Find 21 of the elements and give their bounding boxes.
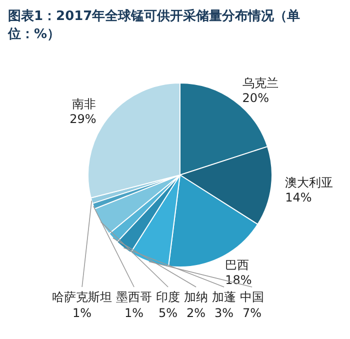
data-label: 29% — [70, 112, 96, 126]
data-label: 20% — [242, 91, 269, 106]
data-label: 18% — [225, 272, 252, 287]
slice-label: 墨西哥 — [116, 290, 152, 304]
slice-label: 澳大利亚 — [285, 175, 334, 190]
slice-label: 南非 — [72, 97, 96, 112]
slice-label: 印度 — [156, 290, 180, 304]
slice-label: 巴西 — [225, 258, 250, 272]
slice-label: 哈萨克斯坦 — [52, 290, 112, 304]
data-label: 1% — [72, 306, 92, 320]
data-label: 1% — [124, 306, 144, 320]
data-label: 7% — [242, 306, 262, 320]
slice-label: 中国 — [240, 290, 264, 304]
chart-title: 图表1：2017年全球锰可供开采储量分布情况（单位：%） — [7, 8, 300, 42]
slice-label: 加纳 — [184, 290, 208, 304]
slice-label: 乌克兰 — [242, 76, 278, 90]
data-label: 5% — [158, 306, 178, 320]
data-label: 14% — [285, 190, 312, 204]
data-label: 3% — [214, 306, 234, 320]
slice-label: 加蓬 — [212, 290, 236, 304]
data-label: 2% — [186, 306, 206, 320]
